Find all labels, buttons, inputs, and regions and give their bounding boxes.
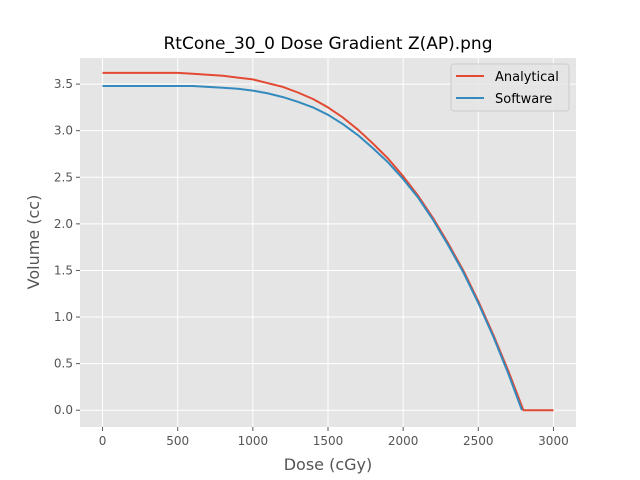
legend: Analytical Software (450, 63, 570, 112)
y-tick-label: 0.0 (54, 403, 73, 417)
grid-lines (80, 58, 576, 427)
series-line-software (102, 85, 523, 411)
y-tick-label: 1.5 (54, 263, 73, 277)
x-tick-label: 3000 (538, 434, 569, 448)
y-axis-ticks: 0.0 0.5 1.0 1.5 2.0 2.5 3.0 3.5 (54, 77, 80, 417)
series-lines (102, 71, 554, 412)
x-tick-label: 1000 (238, 434, 269, 448)
legend-label-analytical: Analytical (495, 70, 559, 85)
legend-label-software: Software (495, 92, 552, 107)
y-tick-label: 2.0 (54, 217, 73, 231)
x-tick-label: 2500 (463, 434, 494, 448)
y-axis-label: Volume (cc) (24, 195, 43, 290)
y-tick-label: 1.0 (54, 310, 73, 324)
y-tick-label: 3.5 (54, 77, 73, 91)
y-tick-label: 2.5 (54, 170, 73, 184)
x-tick-label: 0 (99, 434, 107, 448)
x-axis-label: Dose (cGy) (284, 455, 373, 474)
x-tick-label: 1500 (313, 434, 344, 448)
y-tick-label: 0.5 (54, 357, 73, 371)
x-tick-label: 500 (166, 434, 189, 448)
y-tick-label: 3.0 (54, 124, 73, 138)
chart-title: RtCone_30_0 Dose Gradient Z(AP).png (164, 34, 493, 54)
x-tick-label: 2000 (388, 434, 419, 448)
x-axis-ticks: 0 500 1000 1500 2000 2500 3000 (99, 427, 569, 448)
